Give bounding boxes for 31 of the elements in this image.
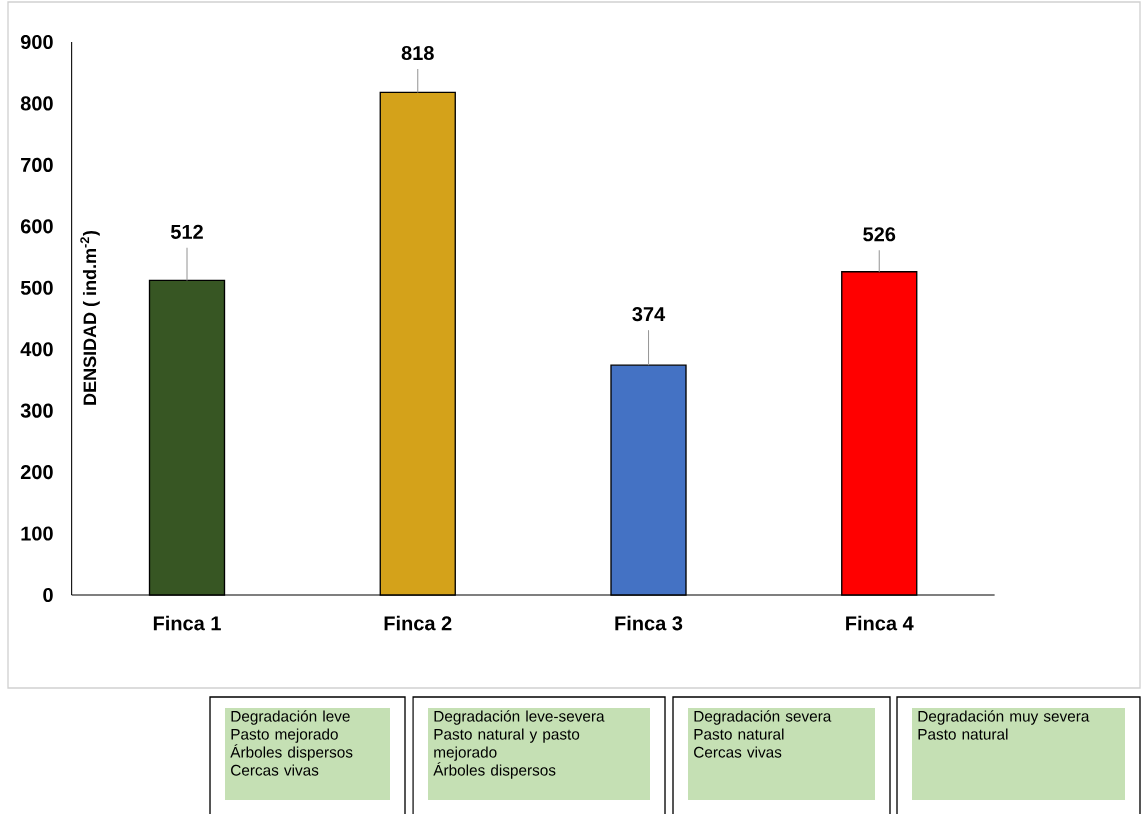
- y-tick-label: 500: [20, 280, 53, 295]
- y-tick-label: 300: [20, 403, 53, 418]
- text: Cercas vivas: [231, 764, 319, 776]
- x-tick-label: Finca 2: [384, 615, 452, 631]
- x-tick-label: Finca 1: [153, 615, 221, 631]
- y-tick-label: 600: [20, 219, 53, 234]
- y-tick-label: 0: [43, 587, 53, 603]
- text: Árboles dispersos: [230, 744, 353, 761]
- text: Degradación muy severa: [918, 710, 1090, 725]
- text: Pasto natural y pasto mejorado: [434, 728, 580, 761]
- text: Árboles dispersos: [433, 762, 556, 779]
- text: Degradación leve-severa: [434, 710, 605, 725]
- text: Cercas vivas: [694, 746, 782, 758]
- x-tick-label: Finca 3: [615, 615, 683, 631]
- y-tick-label: 900: [20, 34, 53, 50]
- data-label: 374: [632, 307, 666, 322]
- y-tick-label: 800: [20, 96, 53, 111]
- y-tick-label: 400: [20, 342, 53, 357]
- data-label: 512: [170, 224, 203, 239]
- text: Pasto natural: [918, 728, 1008, 740]
- data-label: 818: [401, 45, 434, 61]
- data-label: 526: [863, 227, 896, 242]
- text: Pasto mejorado: [231, 728, 338, 743]
- text: Degradación severa: [694, 710, 832, 725]
- text: Pasto natural: [694, 728, 784, 740]
- text: Degradación leve: [231, 710, 350, 725]
- y-tick-label: 100: [21, 526, 53, 541]
- y-axis-title: DENSIDAD ( ind.m$^{-2}$): [80, 230, 100, 405]
- y-tick-label: 700: [21, 157, 53, 172]
- y-tick-label: 200: [20, 465, 53, 480]
- x-tick-label: Finca 4: [846, 615, 914, 631]
